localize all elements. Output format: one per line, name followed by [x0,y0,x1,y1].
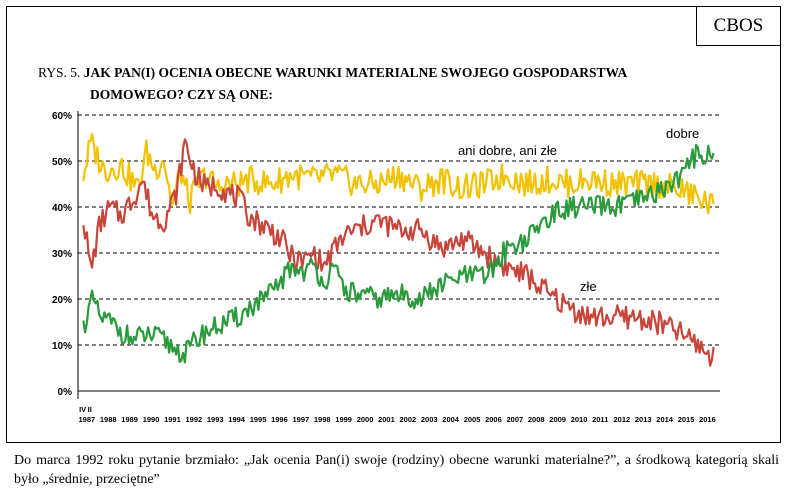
y-tick-label: 0% [58,387,73,398]
figure-number: RYS. 5. [38,65,81,80]
grid-lines [77,111,720,399]
annotation-good: dobre [666,126,699,141]
title-line-2: DOMOWEGO? CZY SĄ ONE: [90,87,273,102]
y-tick-label: 40% [52,203,72,214]
x-tick-label: IV [79,405,86,414]
annotation-neutral: ani dobre, ani złe [458,143,557,158]
x-tick-label: 2006 [485,415,502,424]
x-tick-label: 2000 [357,415,374,424]
title-line-1: JAK PAN(I) OCENIA OBECNE WARUNKI MATERIA… [83,65,628,80]
x-tick-label: 2015 [678,415,695,424]
annotation-bad: złe [580,279,597,294]
x-tick-label: 2005 [464,415,481,424]
x-tick-label: 1988 [100,415,117,424]
series-line [82,143,715,364]
series-line [82,138,715,367]
x-tick-label: II [88,405,92,414]
x-tick-label: 1993 [207,415,224,424]
x-tick-label: 1989 [121,415,138,424]
x-tick-label: 2012 [614,415,631,424]
y-tick-label: 20% [52,295,72,306]
chart-title: RYS. 5. JAK PAN(I) OCENIA OBECNE WARUNKI… [38,62,728,106]
x-tick-label: 2009 [549,415,566,424]
x-tick-label: 2011 [592,415,608,424]
y-tick-label: 60% [52,111,72,122]
x-tick-label: 2013 [635,415,652,424]
x-tick-label: 2002 [400,415,417,424]
series-lines [82,133,715,367]
x-tick-label: 2007 [507,415,524,424]
x-tick-label: 1992 [186,415,203,424]
x-tick-label: 1996 [271,415,288,424]
cbos-badge: CBOS [696,6,781,46]
y-tick-label: 10% [52,341,72,352]
y-tick-labels: 0% 10% 20% 30% 40% 50% 60% [52,111,72,398]
x-tick-label: 2014 [656,415,674,424]
x-tick-label: 2004 [442,415,460,424]
figure-frame [6,6,781,443]
x-tick-label: 1997 [293,415,310,424]
x-tick-label: 2003 [421,415,438,424]
x-tick-label: 1999 [335,415,352,424]
series-line [82,133,715,215]
x-tick-label: 2016 [699,415,716,424]
x-tick-label: 1994 [228,415,246,424]
x-tick-label: 1991 [164,415,181,424]
x-tick-label: 1998 [314,415,331,424]
x-tick-label: 2001 [378,415,395,424]
footnote: Do marca 1992 roku pytanie brzmiało: „Ja… [14,453,779,487]
x-tick-label: 1987 [79,415,96,424]
x-tick-label: 1990 [143,415,160,424]
y-tick-label: 50% [52,157,72,168]
x-tick-label: 1995 [250,415,267,424]
y-tick-label: 30% [52,249,72,260]
x-tick-label: 2008 [528,415,545,424]
x-tick-label: 2010 [571,415,588,424]
